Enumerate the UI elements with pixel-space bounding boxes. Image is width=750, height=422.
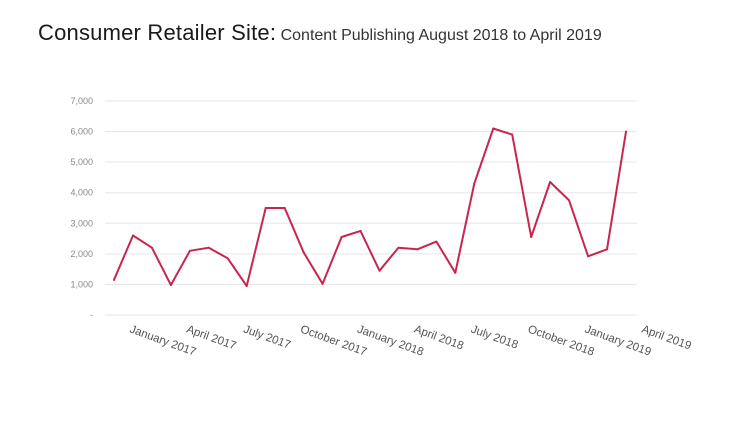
data-point bbox=[264, 207, 267, 209]
data-point bbox=[587, 255, 590, 258]
data-point bbox=[302, 251, 305, 254]
data-point bbox=[207, 246, 210, 249]
data-point bbox=[340, 236, 343, 239]
y-axis: - 1,000 2,000 3,000 4,000 5,000 6,000 7,000 bbox=[70, 96, 93, 320]
y-tick-label: 5,000 bbox=[70, 157, 93, 167]
data-point bbox=[226, 257, 229, 260]
chart-title: Consumer Retailer Site: Content Publishi… bbox=[38, 20, 602, 46]
series-content-published bbox=[113, 127, 627, 287]
data-point bbox=[454, 271, 457, 274]
x-tick-label: July 2017 bbox=[242, 324, 292, 352]
data-point bbox=[150, 246, 153, 249]
data-point bbox=[492, 127, 495, 130]
data-point bbox=[606, 248, 609, 251]
x-tick-label: July 2018 bbox=[469, 324, 519, 352]
data-point bbox=[378, 269, 381, 272]
data-point bbox=[321, 282, 324, 285]
data-point bbox=[435, 240, 438, 243]
data-point bbox=[530, 236, 533, 239]
data-point bbox=[549, 181, 552, 184]
data-point bbox=[416, 248, 419, 251]
data-point bbox=[473, 182, 476, 185]
y-tick-label: 7,000 bbox=[70, 96, 93, 106]
data-point bbox=[568, 199, 571, 202]
y-tick-label: 2,000 bbox=[70, 249, 93, 259]
y-tick-label: - bbox=[90, 310, 93, 320]
data-point bbox=[131, 234, 134, 237]
data-point bbox=[188, 249, 191, 252]
data-point bbox=[283, 207, 286, 209]
y-tick-label: 4,000 bbox=[70, 188, 93, 198]
series-line bbox=[113, 127, 627, 287]
data-point bbox=[113, 278, 115, 281]
y-tick-label: 1,000 bbox=[70, 279, 93, 289]
data-point bbox=[245, 284, 248, 287]
chart-title-main: Consumer Retailer Site: bbox=[38, 20, 277, 45]
data-point bbox=[169, 284, 172, 287]
chart-subtitle: Content Publishing August 2018 to April … bbox=[280, 27, 602, 44]
y-tick-label: 3,000 bbox=[70, 218, 93, 228]
data-point bbox=[625, 130, 627, 133]
grid-lines bbox=[105, 100, 637, 316]
y-tick-label: 6,000 bbox=[70, 127, 93, 137]
data-point bbox=[397, 246, 400, 249]
data-point bbox=[511, 133, 514, 136]
data-point bbox=[359, 229, 362, 232]
